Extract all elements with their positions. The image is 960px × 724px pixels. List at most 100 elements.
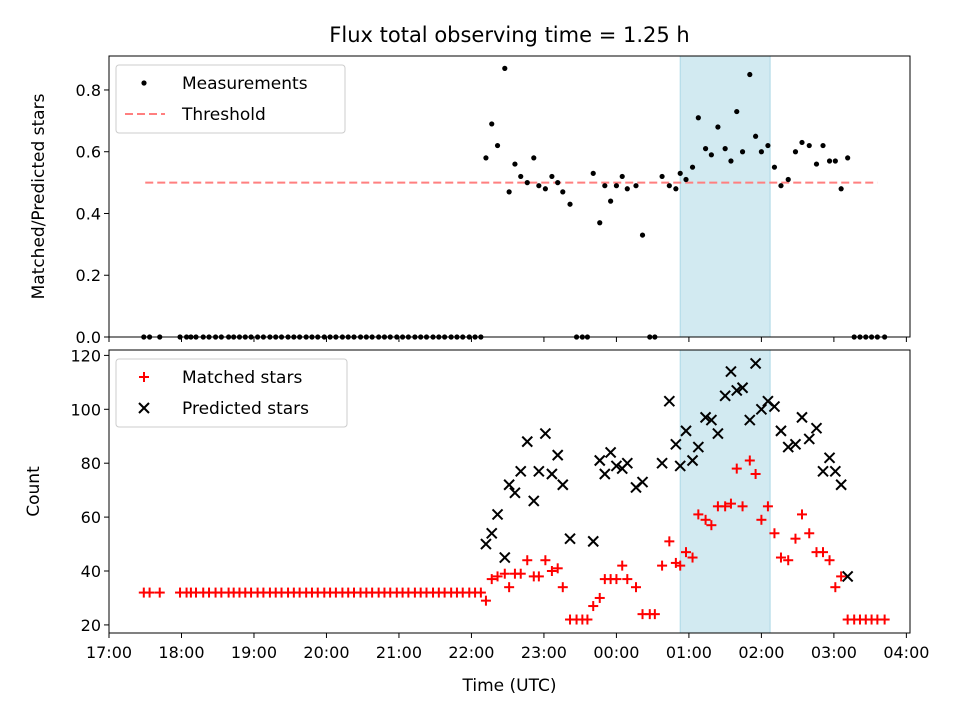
marker-stroke xyxy=(736,382,749,394)
marker-stroke xyxy=(551,449,564,461)
data-point xyxy=(836,571,847,582)
data-point xyxy=(613,183,620,189)
marker-stroke xyxy=(587,535,599,548)
marker-stroke xyxy=(533,465,545,477)
data-point xyxy=(486,574,497,585)
marker-stroke xyxy=(796,411,808,424)
data-point xyxy=(483,155,489,161)
y-tick-label: 120 xyxy=(70,346,101,365)
data-point xyxy=(489,121,495,127)
marker-stroke xyxy=(604,446,617,459)
y-tick-label: 60 xyxy=(81,508,101,527)
data-point xyxy=(663,395,676,407)
marker-stroke xyxy=(841,570,854,583)
y-tick-label: 100 xyxy=(70,400,101,419)
data-point xyxy=(693,509,704,520)
data-point xyxy=(681,547,692,558)
data-point xyxy=(803,433,815,445)
data-point xyxy=(540,555,551,566)
data-point xyxy=(734,108,740,115)
legend-label: Threshold xyxy=(181,105,266,125)
data-point xyxy=(752,133,759,139)
data-point xyxy=(515,465,527,477)
legend-label: Measurements xyxy=(182,74,308,94)
data-point xyxy=(806,142,812,149)
data-point xyxy=(528,495,540,507)
legend-label: Predicted stars xyxy=(182,399,309,419)
data-point xyxy=(533,465,545,477)
data-point xyxy=(622,574,633,585)
data-point xyxy=(750,468,761,479)
data-point xyxy=(608,198,614,204)
data-point xyxy=(778,183,784,189)
legend-marker xyxy=(138,402,150,414)
data-point xyxy=(539,427,552,440)
x-axis-label: Time (UTC) xyxy=(462,676,557,696)
data-point xyxy=(659,173,665,180)
data-point xyxy=(841,570,854,583)
data-point xyxy=(775,552,786,563)
data-point xyxy=(610,460,623,472)
legend-box xyxy=(115,64,346,134)
data-point xyxy=(879,614,890,625)
marker-stroke xyxy=(480,538,492,550)
data-point xyxy=(677,170,683,176)
data-point xyxy=(689,164,696,170)
data-point xyxy=(680,425,692,437)
data-point xyxy=(475,587,486,598)
data-point xyxy=(557,582,568,593)
data-point xyxy=(518,173,524,180)
axes-frame xyxy=(108,349,911,634)
y-tick-label: 0.0 xyxy=(76,328,101,347)
data-point xyxy=(567,201,573,207)
data-point xyxy=(630,582,641,593)
data-point xyxy=(796,411,808,424)
data-point xyxy=(725,498,736,509)
data-point xyxy=(692,441,705,453)
data-point xyxy=(700,514,711,525)
data-point xyxy=(810,422,823,434)
data-point xyxy=(715,124,721,130)
data-point xyxy=(533,571,544,582)
x-tick-label: 03:00 xyxy=(811,643,857,662)
data-point xyxy=(783,555,794,566)
marker-stroke xyxy=(499,551,511,564)
data-point xyxy=(702,146,709,152)
data-point xyxy=(531,155,537,161)
data-point xyxy=(845,155,851,161)
marker-stroke xyxy=(810,422,823,434)
data-point xyxy=(582,614,593,625)
data-point xyxy=(594,592,605,603)
data-point xyxy=(649,609,660,620)
x-tick-label: 19:00 xyxy=(231,643,277,662)
marker-stroke xyxy=(564,532,576,545)
data-point xyxy=(486,527,498,539)
marker-stroke xyxy=(546,468,558,480)
data-point xyxy=(557,479,569,491)
data-point xyxy=(624,186,630,192)
x-tick-label: 21:00 xyxy=(376,643,422,662)
data-point xyxy=(823,452,836,464)
data-point xyxy=(154,587,165,598)
marker-stroke xyxy=(692,441,705,453)
data-point xyxy=(551,449,564,461)
data-point xyxy=(590,170,596,176)
marker-stroke xyxy=(817,465,829,477)
data-point xyxy=(639,232,646,238)
data-point xyxy=(675,560,686,571)
marker-stroke xyxy=(539,427,552,440)
data-point xyxy=(830,582,841,593)
data-point xyxy=(673,186,679,192)
marker-stroke xyxy=(521,435,533,448)
chart-title: Flux total observing time = 1.25 h xyxy=(329,23,689,47)
data-point xyxy=(560,189,566,195)
data-point xyxy=(736,382,749,394)
data-point xyxy=(747,71,753,78)
data-point xyxy=(755,403,768,416)
marker-stroke xyxy=(486,527,498,539)
data-point xyxy=(617,560,628,571)
data-point xyxy=(790,533,801,544)
data-point xyxy=(832,158,838,164)
data-point xyxy=(712,427,724,440)
